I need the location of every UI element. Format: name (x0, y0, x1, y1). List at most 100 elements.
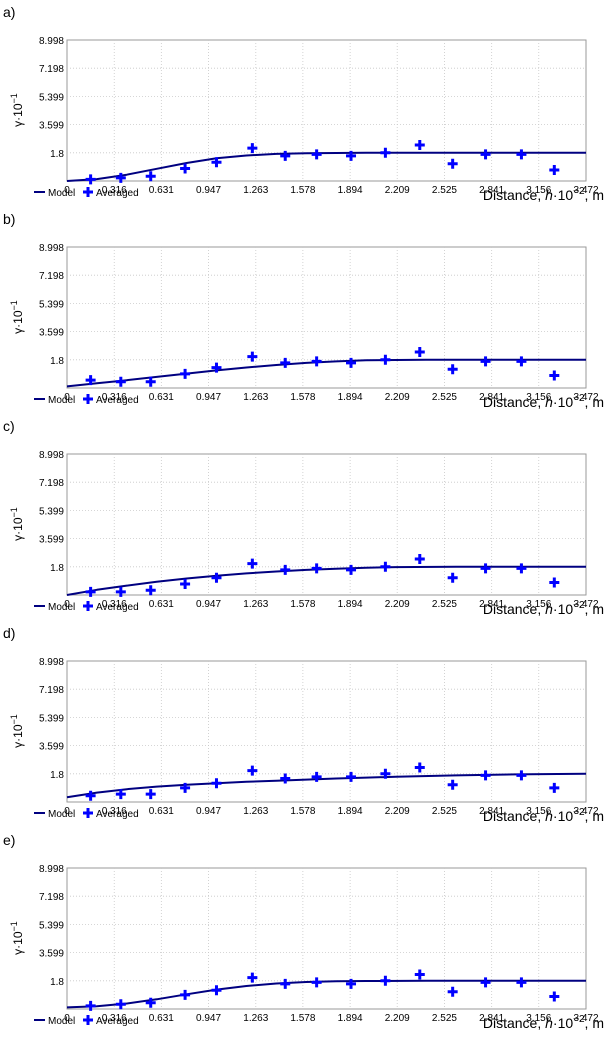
panel-label: b) (3, 211, 15, 227)
averaged-point (549, 370, 560, 381)
y-axis-label-exponent: −1 (9, 714, 19, 724)
averaged-point (447, 364, 458, 375)
y-tick-label: 5.399 (39, 920, 64, 931)
y-axis-label: γ·10−1 (9, 93, 25, 127)
averaged-point (549, 991, 560, 1002)
averaged-point (115, 376, 126, 387)
y-tick-label: 3.599 (39, 535, 64, 546)
plot-frame (66, 453, 587, 596)
y-tick-label: 1.8 (50, 356, 64, 367)
x-tick-label: 0 (64, 392, 70, 403)
x-tick-label: 0.316 (102, 806, 127, 817)
averaged-point (346, 771, 357, 782)
averaged-point (247, 351, 258, 362)
x-tick-label: 1.894 (338, 806, 363, 817)
averaged-point (346, 564, 357, 575)
y-axis-label-base: γ·10 (11, 517, 25, 541)
averaged-point (280, 773, 291, 784)
x-tick-label: 2.525 (432, 392, 457, 403)
y-tick-label: 5.399 (39, 713, 64, 724)
x-tick-label: 1.578 (290, 599, 315, 610)
x-tick-label: 0.631 (149, 599, 174, 610)
chart-panel-4: d) 0 0.316 0.631 0.947 1.263 1.578 1.894 2.209 2.… (3, 625, 604, 824)
x-tick-label: 1.263 (243, 392, 268, 403)
x-axis-label-base: ·10 (553, 601, 573, 617)
x-tick-label: 2.841 (479, 806, 504, 817)
averaged-point (180, 579, 191, 590)
x-tick-label: 2.209 (385, 185, 410, 196)
x-axis-label-unit: , m (585, 1015, 604, 1031)
y-tick-label: 8.998 (39, 657, 64, 668)
x-tick-label: 1.263 (243, 599, 268, 610)
chart-panel-2: b) 0 0.316 0.631 0.947 1.263 1.578 1.894 2.209 2.… (3, 211, 604, 410)
legend-model-label: Model (48, 809, 75, 820)
averaged-point (447, 986, 458, 997)
averaged-point (280, 357, 291, 368)
averaged-point (211, 157, 222, 168)
x-tick-label: 2.841 (479, 1013, 504, 1024)
x-axis-label-exponent: −2 (573, 393, 585, 404)
averaged-point (516, 770, 527, 781)
averaged-point (346, 357, 357, 368)
legend-averaged-swatch (83, 601, 93, 611)
averaged-point (480, 356, 491, 367)
x-tick-label: 3.472 (573, 599, 598, 610)
averaged-point (115, 586, 126, 597)
averaged-point (85, 375, 96, 386)
x-axis-label-variable: h (545, 187, 553, 203)
x-tick-label: 1.894 (338, 599, 363, 610)
averaged-point (247, 558, 258, 569)
y-axis-label-base: γ·10 (11, 103, 25, 127)
y-tick-label: 8.998 (39, 36, 64, 47)
averaged-point (380, 354, 391, 365)
x-tick-label: 0.316 (102, 599, 127, 610)
x-tick-label: 0 (64, 599, 70, 610)
x-tick-label: 0.631 (149, 185, 174, 196)
x-axis-label-base: ·10 (553, 1015, 573, 1031)
x-axis-label-base: ·10 (553, 187, 573, 203)
panel-label: c) (3, 418, 15, 434)
x-tick-label: 2.525 (432, 1013, 457, 1024)
averaged-point (549, 577, 560, 588)
averaged-point (180, 989, 191, 1000)
averaged-point (549, 165, 560, 176)
x-tick-label: 1.894 (338, 392, 363, 403)
averaged-point (414, 969, 425, 980)
averaged-point (180, 368, 191, 379)
x-tick-label: 0.631 (149, 806, 174, 817)
x-tick-label: 3.156 (526, 185, 551, 196)
x-tick-label: 0.947 (196, 185, 221, 196)
x-tick-label: 2.841 (479, 392, 504, 403)
x-tick-label: 2.525 (432, 806, 457, 817)
x-tick-label: 2.525 (432, 185, 457, 196)
y-tick-label: 5.399 (39, 92, 64, 103)
averaged-point (280, 150, 291, 161)
legend-averaged-label: Averaged (96, 395, 139, 406)
averaged-point (414, 553, 425, 564)
x-tick-label: 1.578 (290, 806, 315, 817)
averaged-point (85, 790, 96, 801)
x-tick-label: 0.316 (102, 185, 127, 196)
averaged-point (311, 149, 322, 160)
averaged-point (85, 174, 96, 185)
y-tick-label: 3.599 (39, 742, 64, 753)
averaged-point (115, 999, 126, 1010)
averaged-point (115, 172, 126, 183)
x-axis-label-text: Distance, (483, 394, 545, 410)
averaged-point (516, 563, 527, 574)
y-axis-label: γ·10−1 (9, 921, 25, 955)
x-axis-label-variable: h (545, 808, 553, 824)
x-tick-label: 3.156 (526, 392, 551, 403)
x-tick-label: 0.631 (149, 392, 174, 403)
y-axis-label-exponent: −1 (9, 507, 19, 517)
x-tick-label: 0.947 (196, 392, 221, 403)
x-tick-label: 0.947 (196, 599, 221, 610)
averaged-point (85, 586, 96, 597)
x-tick-label: 0.631 (149, 1013, 174, 1024)
x-tick-label: 2.841 (479, 185, 504, 196)
averaged-point (145, 585, 156, 596)
x-tick-label: 0.947 (196, 1013, 221, 1024)
averaged-point (311, 356, 322, 367)
x-axis-label-base: ·10 (553, 394, 573, 410)
x-tick-label: 3.472 (573, 185, 598, 196)
